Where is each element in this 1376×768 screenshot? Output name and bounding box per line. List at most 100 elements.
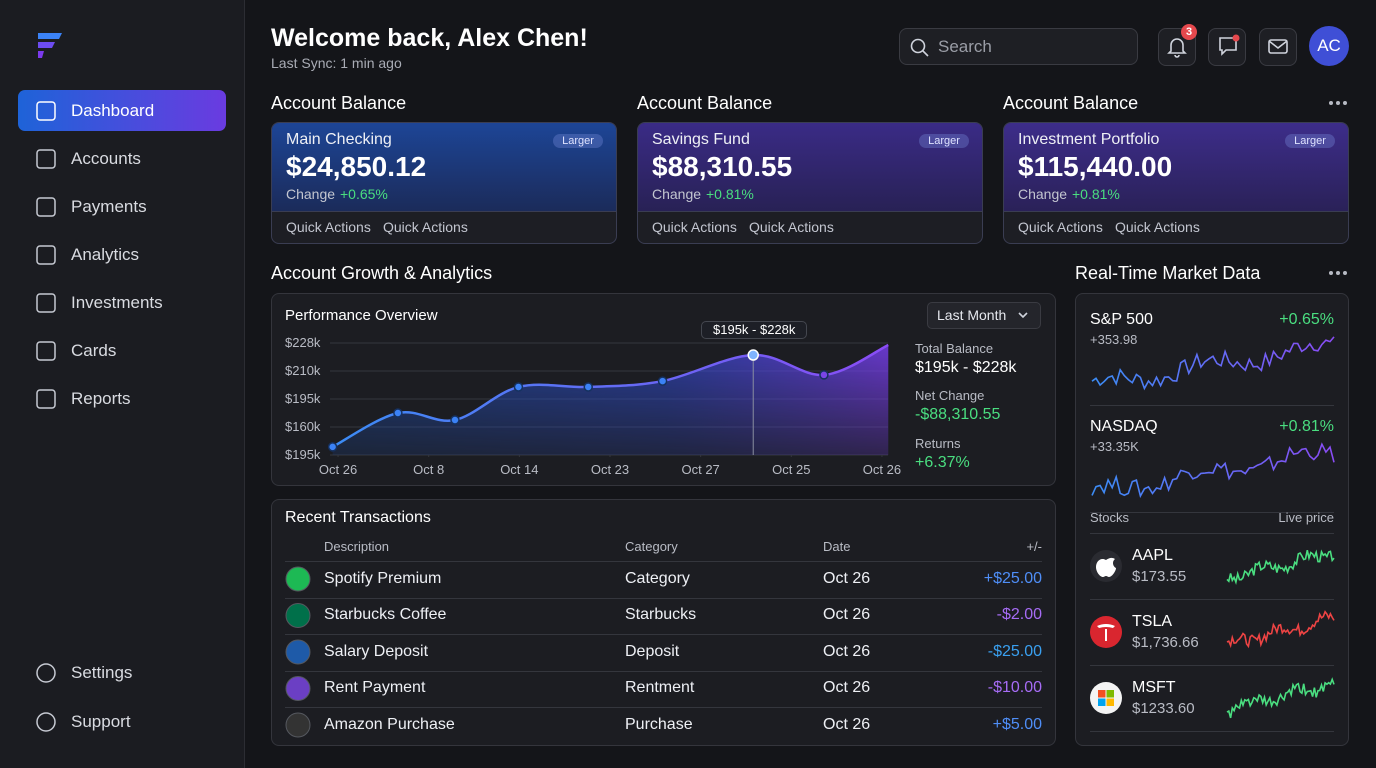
messages-button[interactable] [1208,28,1246,66]
avatar[interactable] [1309,26,1349,66]
avatar-initials: AC [1317,35,1341,55]
column-header: Category [625,538,678,554]
point [393,408,403,418]
search-placeholder[interactable]: Search [938,36,992,56]
sync-status: Last Sync: 1 min ago [271,54,402,71]
nav-item[interactable]: Support [71,711,131,731]
stat-label: Returns [915,435,961,451]
stat-label: Net Change [915,388,985,404]
card-top [638,123,982,211]
nav-item[interactable]: Reports [71,388,131,408]
stat-value: -$88,310.55 [915,406,1001,424]
nav-item[interactable]: Payments [71,196,147,216]
notification-count: 3 [1185,25,1193,38]
badge [1181,24,1197,40]
nav-icon [36,712,56,732]
ms-square [1106,690,1114,698]
row-icon [285,676,311,701]
account-balance: $24,850.12 [286,150,427,182]
card-top [272,123,616,211]
date: Oct 26 [823,679,871,697]
more-dots[interactable] [1329,101,1347,275]
card-top [1004,123,1348,211]
row-icon [285,712,311,738]
price: $1233.60 [1132,700,1195,718]
nav-item[interactable]: Settings [71,662,133,682]
quick-action[interactable]: Quick Actions [1115,218,1200,235]
change-label: Change [1018,185,1068,202]
section-title: Account Growth & Analytics [271,263,493,284]
nav-item[interactable]: Investments [71,292,163,312]
amount: -$2.00 [996,606,1042,624]
x-tick-label: Oct 27 [681,461,720,477]
account-badge: Larger [553,133,603,149]
description: Salary Deposit [324,642,429,660]
divider [1090,533,1334,534]
account-name: Investment Portfolio [1018,130,1160,148]
logo [38,33,62,58]
nav-item[interactable]: Accounts [71,148,141,168]
change-value: +0.81% [706,185,754,202]
transactions-panel [271,499,1056,746]
y-tick-label: $160k [285,418,321,434]
description: Spotify Premium [324,569,442,587]
index-change: +0.65% [1279,310,1334,328]
divider [1090,599,1334,600]
row-icon [285,639,311,665]
stat-value: +6.37% [915,453,970,471]
range-select-label[interactable]: Last Month [937,306,1007,323]
divider [1090,512,1334,513]
search-box[interactable] [899,28,1138,65]
index-name: S&P 500 [1090,310,1153,328]
card-divider [638,211,982,212]
ms-square [1098,690,1106,698]
account-name: Main Checking [286,130,392,148]
card-divider [272,211,616,212]
nav-icon [36,293,56,313]
point [450,415,460,425]
account-balance: $88,310.55 [652,150,793,182]
divider [1090,731,1334,732]
divider [1090,665,1334,666]
section-title: Account Balance [1003,93,1139,114]
nav-item[interactable]: Analytics [71,244,140,264]
quick-action[interactable]: Quick Actions [1018,218,1103,235]
tesla-shape [1097,624,1115,641]
nav-icon [36,197,56,217]
nav-item[interactable]: Cards [71,340,117,360]
category: Deposit [625,642,680,660]
active-nav [18,90,226,131]
description: Starbucks Coffee [324,606,447,624]
stat-label: Total Balance [915,340,994,356]
quick-action[interactable]: Quick Actions [383,218,468,235]
section-title: Account Balance [271,93,407,114]
category: Rentment [625,679,695,697]
row-divider [285,670,1042,672]
quick-action[interactable]: Quick Actions [286,218,371,235]
index-change: +0.81% [1279,417,1334,435]
ms-square [1098,698,1106,706]
account-balance: $115,440.00 [1018,150,1173,182]
ms-square [1106,698,1114,706]
y-tick-label: $210k [285,362,321,378]
category: Starbucks [625,606,697,624]
point [513,382,524,392]
section-title: Real-Time Market Data [1075,263,1261,284]
quick-action[interactable]: Quick Actions [652,218,737,235]
quick-action[interactable]: Quick Actions [749,218,834,235]
nav-item[interactable]: Dashboard [71,100,155,120]
stock-sparkline [1226,677,1335,719]
y-tick-label: $195k [285,446,321,462]
description: Amazon Purchase [324,715,455,733]
nav-icon [36,663,56,683]
column-header: Date [823,538,851,554]
category: Category [625,569,690,587]
index-sparkline [1091,442,1335,499]
index-points: +33.35K [1090,438,1139,454]
index-points: +353.98 [1090,331,1138,347]
price: $173.55 [1132,568,1187,586]
row-icon [285,603,311,628]
point [327,442,338,452]
point [657,376,668,386]
